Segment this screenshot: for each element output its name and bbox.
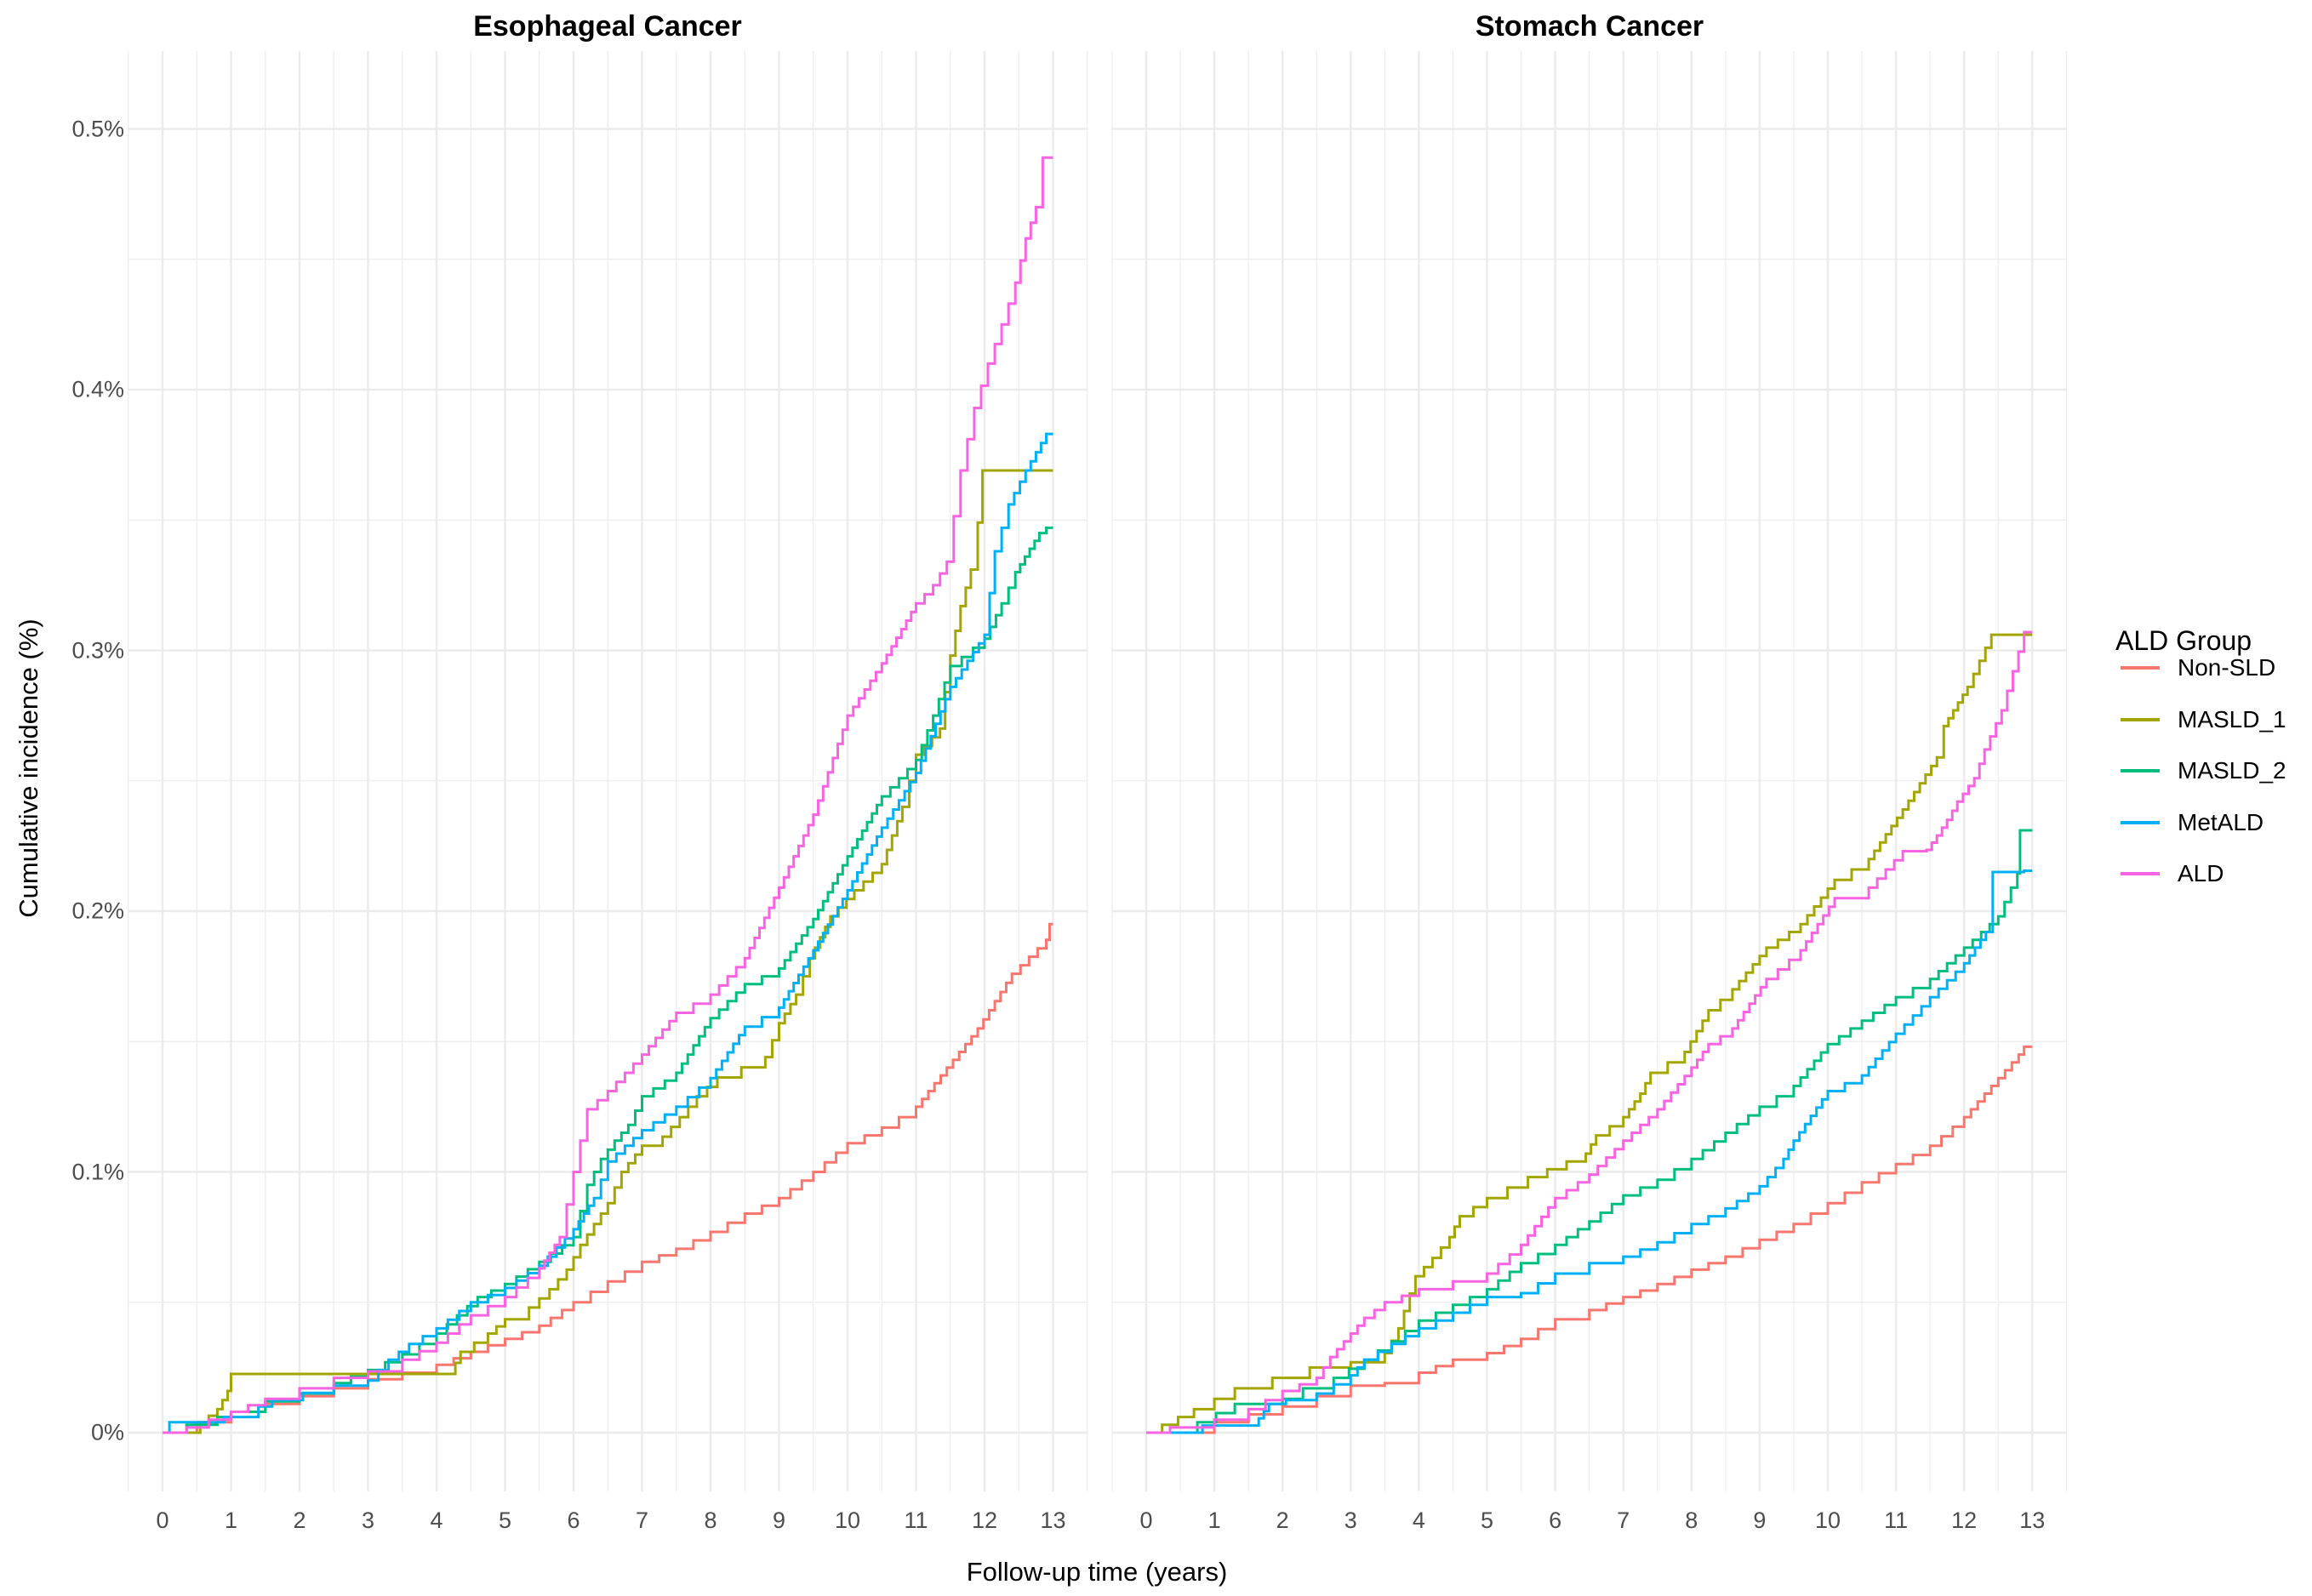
legend-swatch-line-icon xyxy=(2121,872,2160,875)
x-tick-label: 5 xyxy=(498,1508,512,1533)
x-tick-label: 12 xyxy=(971,1508,998,1533)
y-tick-label: 0.2% xyxy=(71,898,124,924)
x-tick-label: 2 xyxy=(293,1508,306,1533)
curve-masld-2 xyxy=(163,526,1053,1434)
x-tick-label: 8 xyxy=(1685,1508,1698,1533)
legend-item-label: MASLD_1 xyxy=(2178,705,2286,732)
y-tick-label: 0.3% xyxy=(71,637,124,663)
x-tick-label: 10 xyxy=(1814,1508,1841,1533)
x-tick-label: 7 xyxy=(635,1508,649,1533)
x-tick-label: 13 xyxy=(2019,1508,2046,1533)
x-tick-label: 5 xyxy=(1480,1508,1494,1533)
y-tick-label: 0.4% xyxy=(71,376,124,402)
x-tick-label: 7 xyxy=(1617,1508,1630,1533)
curve-ald xyxy=(163,156,1053,1434)
legend-title: ALD Group xyxy=(2115,625,2252,656)
legend-swatch-line-icon xyxy=(2121,769,2160,772)
legend: ALD Group Non-SLD MASLD_1 MASLD_2 MetALD ALD xyxy=(2115,625,2286,886)
x-tick-label: 8 xyxy=(704,1508,717,1533)
curve-ald xyxy=(1146,630,2033,1434)
x-tick-label: 0 xyxy=(1139,1508,1153,1533)
legend-swatch-line-icon xyxy=(2121,717,2160,721)
legend-item-label: MASLD_2 xyxy=(2178,757,2286,784)
panel-title-stomach: Stomach Cancer xyxy=(1475,10,1704,43)
legend-item-label: ALD xyxy=(2178,860,2224,886)
x-tick-label: 11 xyxy=(904,1508,928,1533)
legend-item-label: Non-SLD xyxy=(2178,654,2276,681)
x-tick-label: 6 xyxy=(1549,1508,1562,1533)
curve-masld-1 xyxy=(1146,633,2033,1434)
x-tick-label: 2 xyxy=(1276,1508,1289,1533)
x-tick-label: 6 xyxy=(567,1508,580,1533)
curve-metald xyxy=(163,432,1053,1434)
x-tick-label: 9 xyxy=(772,1508,786,1533)
x-tick-label: 0 xyxy=(156,1508,169,1533)
y-tick-label: 0.1% xyxy=(71,1159,124,1184)
x-tick-label: 4 xyxy=(430,1508,443,1533)
x-tick-label: 3 xyxy=(1344,1508,1357,1533)
x-tick-label: 4 xyxy=(1412,1508,1425,1533)
y-tick-label: 0% xyxy=(90,1419,124,1445)
x-tick-label: 10 xyxy=(834,1508,861,1533)
x-tick-label: 3 xyxy=(361,1508,375,1533)
y-tick-label: 0.5% xyxy=(71,116,124,141)
x-axis-title: Follow-up time (years) xyxy=(966,1557,1228,1587)
curve-metald xyxy=(1146,869,2033,1434)
legend-item-label: MetALD xyxy=(2178,808,2264,835)
x-tick-label: 1 xyxy=(224,1508,238,1533)
x-tick-label: 9 xyxy=(1753,1508,1767,1533)
x-tick-label: 1 xyxy=(1207,1508,1221,1533)
curve-non-sld xyxy=(1146,1045,2033,1434)
x-tick-label: 11 xyxy=(1884,1508,1909,1533)
legend-swatch-line-icon xyxy=(2121,666,2160,670)
y-axis-title: Cumulative incidence (%) xyxy=(14,618,43,918)
panel-title-esophageal: Esophageal Cancer xyxy=(473,10,742,43)
x-tick-label: 13 xyxy=(1040,1508,1066,1533)
legend-swatch-line-icon xyxy=(2121,820,2160,824)
x-tick-label: 12 xyxy=(1951,1508,1978,1533)
